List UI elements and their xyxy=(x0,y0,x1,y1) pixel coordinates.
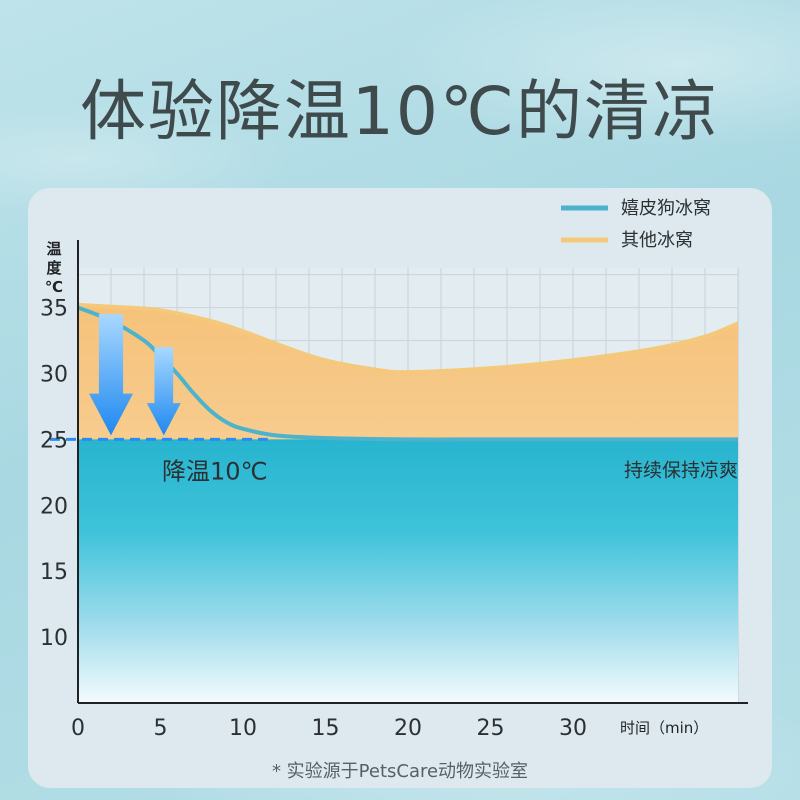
page-title: 体验降温10℃的清凉 xyxy=(79,73,721,150)
y-axis-label: ℃ xyxy=(45,278,63,296)
x-tick-label: 0 xyxy=(71,716,85,741)
annotation-cooling: 降温10℃ xyxy=(162,457,268,485)
series-area-ours xyxy=(78,439,738,703)
series-line-other xyxy=(77,302,739,375)
x-axis-label: 时间（min） xyxy=(620,719,708,737)
y-axis-label: 温 xyxy=(46,240,61,258)
footnote: * 实验源于PetsCare动物实验室 xyxy=(271,761,529,782)
x-tick-label: 30 xyxy=(559,716,587,741)
y-tick-label: 20 xyxy=(40,494,68,519)
y-tick-label: 30 xyxy=(40,362,68,387)
y-tick-label: 15 xyxy=(40,560,68,585)
annotation-keep-cool: 持续保持凉爽 xyxy=(624,459,738,481)
x-tick-label: 15 xyxy=(312,716,340,741)
chart-card: 温度 ℃ 10 15 20 25 30 35 0 5 10 15 20 25 30 时间（min） 降温10℃ 持… xyxy=(28,188,772,788)
y-tick-label: 25 xyxy=(40,428,68,453)
cooling-arrow-small xyxy=(146,347,181,436)
x-tick-label: 10 xyxy=(229,716,257,741)
cooling-arrow-large xyxy=(89,314,133,436)
temperature-chart: 温度℃ 10 15 20 25 30 35 0 5 10 15 20 25 30 时间（min） 降温10℃ 持… xyxy=(40,198,748,741)
legend-label: 其他冰窝 xyxy=(621,230,693,251)
legend-label: 嬉皮狗冰窝 xyxy=(621,198,711,219)
y-axis-label: 度 xyxy=(46,259,62,277)
x-tick-label: 5 xyxy=(154,716,168,741)
y-tick-label: 35 xyxy=(40,297,68,322)
x-tick-label: 20 xyxy=(394,716,422,741)
y-tick-label: 10 xyxy=(40,626,68,651)
x-tick-label: 25 xyxy=(477,716,505,741)
